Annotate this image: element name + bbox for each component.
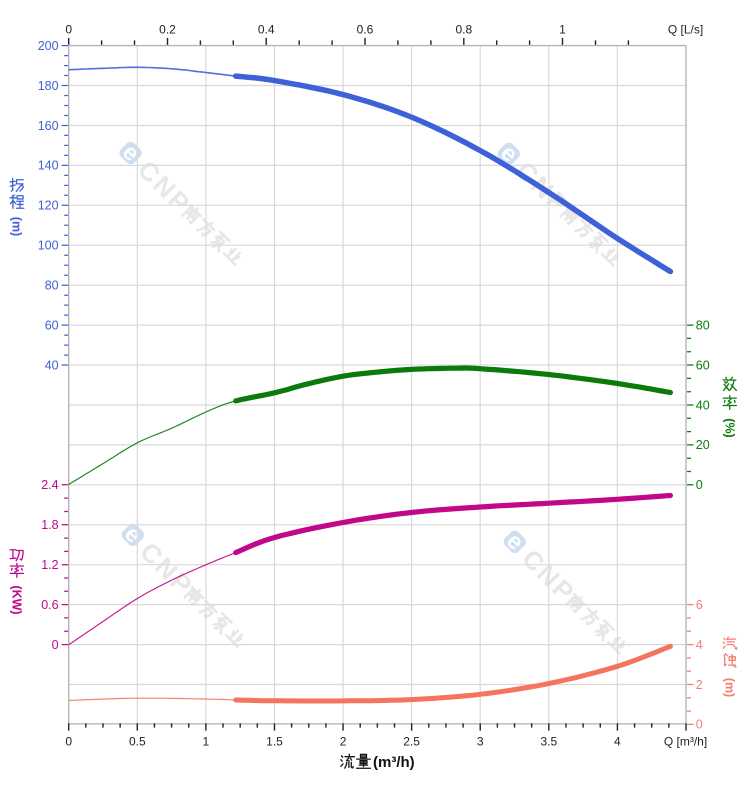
svg-text:0: 0 [65, 734, 72, 748]
svg-text:0: 0 [696, 718, 703, 732]
svg-text:200: 200 [38, 39, 59, 53]
svg-text:(m): (m) [723, 678, 737, 697]
svg-text:0.4: 0.4 [258, 22, 275, 36]
svg-text:(m): (m) [9, 217, 23, 236]
svg-text:3.5: 3.5 [540, 734, 557, 748]
svg-text:(%): (%) [723, 418, 737, 437]
svg-text:2: 2 [340, 734, 347, 748]
svg-text:0.5: 0.5 [129, 734, 146, 748]
svg-text:(KW): (KW) [9, 585, 23, 614]
svg-text:1.5: 1.5 [266, 734, 283, 748]
svg-text:0.6: 0.6 [357, 22, 374, 36]
svg-text:2: 2 [696, 678, 703, 692]
svg-text:2.5: 2.5 [403, 734, 420, 748]
svg-text:0: 0 [696, 478, 703, 492]
svg-text:0: 0 [65, 22, 72, 36]
svg-text:120: 120 [38, 199, 59, 213]
svg-text:0.8: 0.8 [455, 22, 472, 36]
svg-text:3: 3 [477, 734, 484, 748]
svg-text:60: 60 [696, 358, 710, 372]
svg-text:6: 6 [696, 598, 703, 612]
svg-text:Q [m³/h]: Q [m³/h] [664, 734, 707, 748]
svg-text:140: 140 [38, 159, 59, 173]
svg-text:1: 1 [203, 734, 210, 748]
svg-text:Q [L/s]: Q [L/s] [668, 22, 703, 36]
svg-text:2.4: 2.4 [41, 478, 58, 492]
svg-text:(m³/h): (m³/h) [373, 754, 415, 771]
svg-text:1.8: 1.8 [41, 518, 58, 532]
svg-text:4: 4 [614, 734, 621, 748]
svg-text:80: 80 [696, 318, 710, 332]
svg-text:60: 60 [45, 318, 59, 332]
svg-text:100: 100 [38, 239, 59, 253]
svg-text:40: 40 [696, 398, 710, 412]
svg-text:160: 160 [38, 119, 59, 133]
svg-text:80: 80 [45, 279, 59, 293]
svg-text:4: 4 [696, 638, 703, 652]
svg-text:0.6: 0.6 [41, 598, 58, 612]
svg-text:0: 0 [52, 638, 59, 652]
svg-text:40: 40 [45, 358, 59, 372]
svg-text:1: 1 [559, 22, 566, 36]
svg-text:1.2: 1.2 [41, 558, 58, 572]
svg-text:180: 180 [38, 79, 59, 93]
svg-text:0.2: 0.2 [159, 22, 176, 36]
svg-text:20: 20 [696, 438, 710, 452]
